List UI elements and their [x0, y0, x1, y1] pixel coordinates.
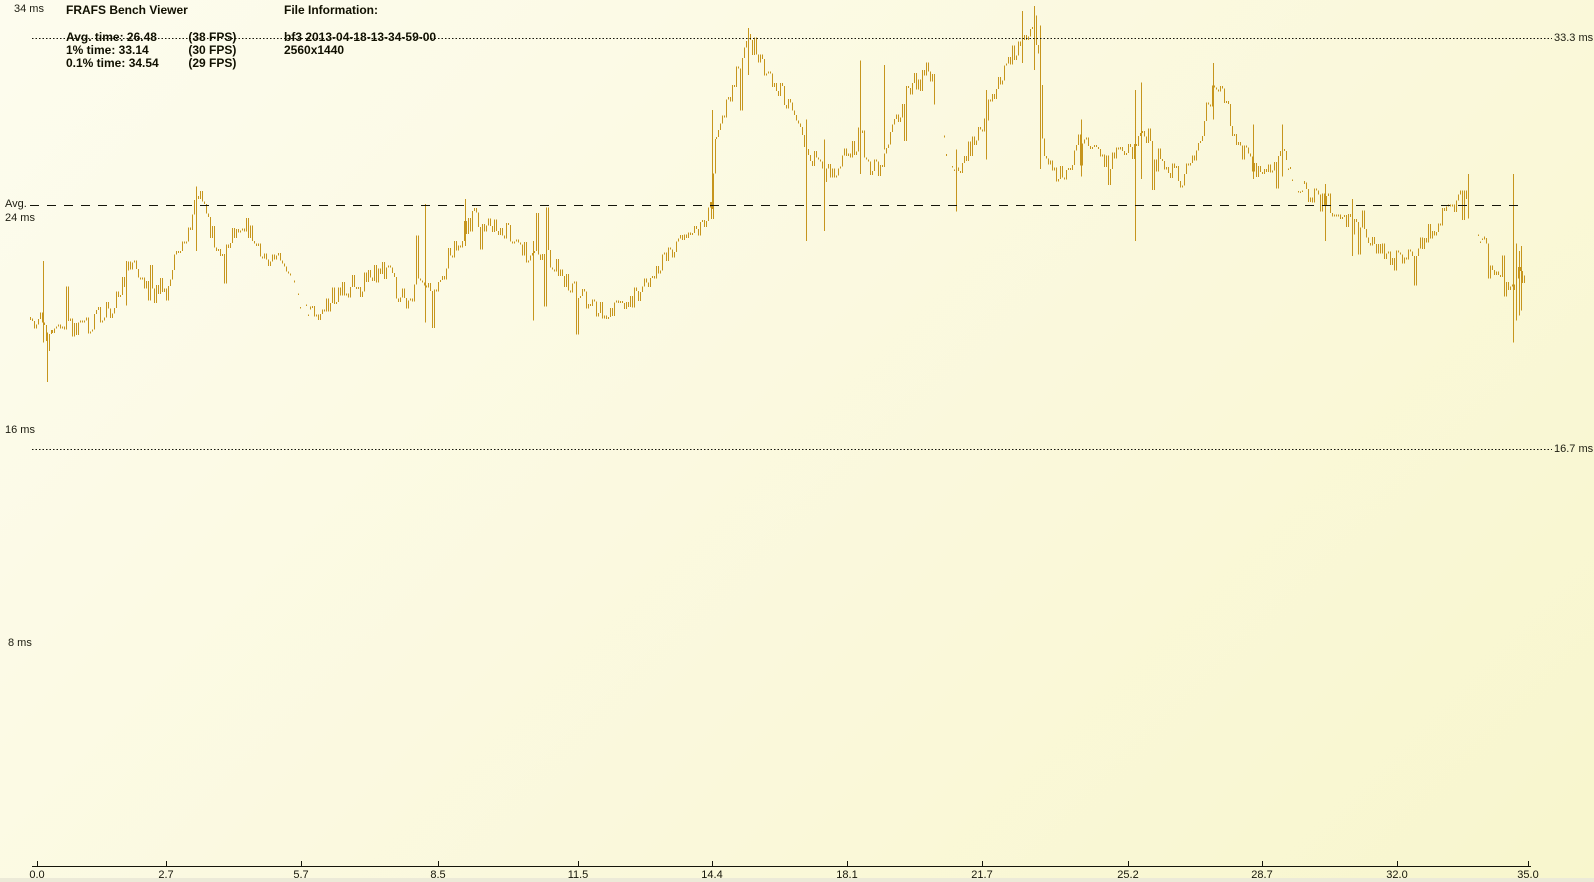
stat-01pct-label: 0.1% time: 34.54 [66, 56, 159, 70]
y-label-24-ms: 24 ms [5, 212, 35, 224]
stat-01pct-fps: (29 FPS) [188, 56, 237, 70]
x-tick-label-2.7: 2.7 [158, 869, 174, 881]
stat-row-01pct: 0.1% time: 34.54 (29 FPS) [66, 57, 236, 70]
file-info-heading: File Information: [284, 3, 378, 17]
x-tick-label-11.5: 11.5 [567, 869, 589, 881]
stat-1pct-fps: (30 FPS) [188, 43, 237, 57]
stat-row-1pct: 1% time: 33.14 (30 FPS) [66, 44, 236, 57]
x-axis-line [32, 861, 1531, 867]
x-tick-label-5.7: 5.7 [293, 869, 309, 881]
stat-avg-fps: (38 FPS) [188, 30, 237, 44]
bottom-edge-strip [0, 878, 1594, 882]
y-label-8-ms: 8 ms [8, 637, 32, 649]
file-resolution: 2560x1440 [284, 43, 345, 57]
x-tick-label-35.0: 35.0 [1517, 869, 1539, 881]
stats-block: Avg. time: 26.48 (38 FPS) 1% time: 33.14… [66, 31, 236, 70]
x-tick-label-25.2: 25.2 [1117, 869, 1139, 881]
x-tick-label-28.7: 28.7 [1251, 869, 1273, 881]
frametime-sparse-dots [293, 135, 1484, 316]
y-label-avg-: Avg. [5, 198, 27, 210]
file-name: bf3 2013-04-18-13-34-59-00 [284, 30, 437, 44]
x-tick-label-14.4: 14.4 [701, 869, 723, 881]
stat-1pct-label: 1% time: 33.14 [66, 43, 149, 57]
x-tick-label-8.5: 8.5 [430, 869, 446, 881]
app-title: FRAFS Bench Viewer [66, 3, 188, 17]
x-tick-label-32.0: 32.0 [1386, 869, 1408, 881]
right-label-33-3-ms: 33.3 ms [1554, 32, 1594, 44]
frametime-spikes [43, 5, 1522, 383]
right-label-16-7-ms: 16.7 ms [1554, 443, 1594, 455]
y-label-34-ms: 34 ms [14, 3, 44, 15]
x-tick-label-18.1: 18.1 [836, 869, 858, 881]
frametime-trace [30, 15, 1525, 352]
stat-avg-label: Avg. time: 26.48 [66, 30, 157, 44]
x-tick-label-0.0: 0.0 [29, 869, 45, 881]
file-info-block: bf3 2013-04-18-13-34-59-00 2560x1440 [284, 31, 436, 57]
x-tick-label-21.7: 21.7 [971, 869, 993, 881]
stat-row-avg: Avg. time: 26.48 (38 FPS) [66, 31, 236, 44]
y-label-16-ms: 16 ms [5, 424, 35, 436]
